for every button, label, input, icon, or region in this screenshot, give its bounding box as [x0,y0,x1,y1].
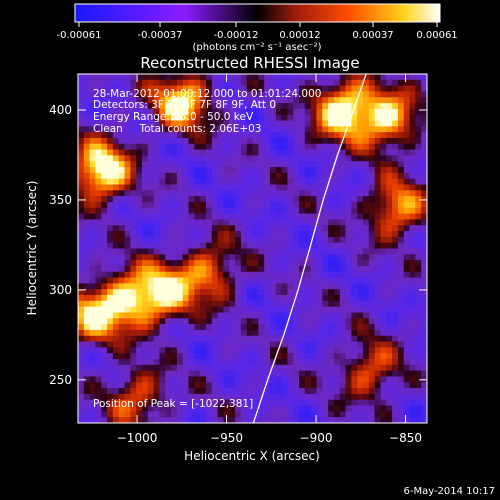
footer-date: 6-May-2014 10:17 [403,486,495,497]
y-tick-label: 400 [49,103,72,117]
y-tick-label: 300 [49,283,72,297]
info-time: 28-Mar-2012 01:00:12.000 to 01:01:24.000 [93,88,321,100]
colorbar-units: (photons cm⁻² s⁻¹ asec⁻²) [192,42,321,53]
info-detectors: Detectors: 3F 5F 6F 7F 8F 9F, Att 0 [93,99,276,111]
x-tick-label: −850 [389,431,422,445]
colorbar-ticks: -0.00061 -0.00037 -0.00012 0.00012 0.00037 0.… [57,22,458,41]
colorbar [74,3,441,23]
chart-title: Reconstructed RHESSI Image [140,54,359,72]
colorbar-tick-label: 0.00012 [279,30,320,41]
x-tick-label: −1000 [117,431,158,445]
y-tick-label: 350 [49,193,72,207]
colorbar-tick-label: 0.00037 [352,30,393,41]
colorbar-tick-label: 0.00061 [416,30,457,41]
x-tick-label: −950 [210,431,243,445]
solar-limb [252,74,367,423]
heatmap-image [78,74,427,423]
info-clean: Clean Total counts: 2.06E+03 [93,123,262,135]
plot-frame [77,73,428,424]
y-axis: 250 300 350 400 [49,103,427,387]
info-peak: Position of Peak = [-1022,381] [93,398,253,410]
x-axis: −1000 −950 −900 −850 [117,74,422,445]
y-tick-label: 250 [49,373,72,387]
x-tick-label: −900 [300,431,333,445]
y-axis-label: Heliocentric Y (arcsec) [25,181,39,316]
colorbar-tick-label: -0.00061 [57,30,102,41]
colorbar-tick-label: -0.00012 [214,30,259,41]
x-axis-label: Heliocentric X (arcsec) [184,449,320,463]
colorbar-tick-label: -0.00037 [138,30,183,41]
info-energy: Energy Range: 25.0 - 50.0 keV [93,111,254,123]
